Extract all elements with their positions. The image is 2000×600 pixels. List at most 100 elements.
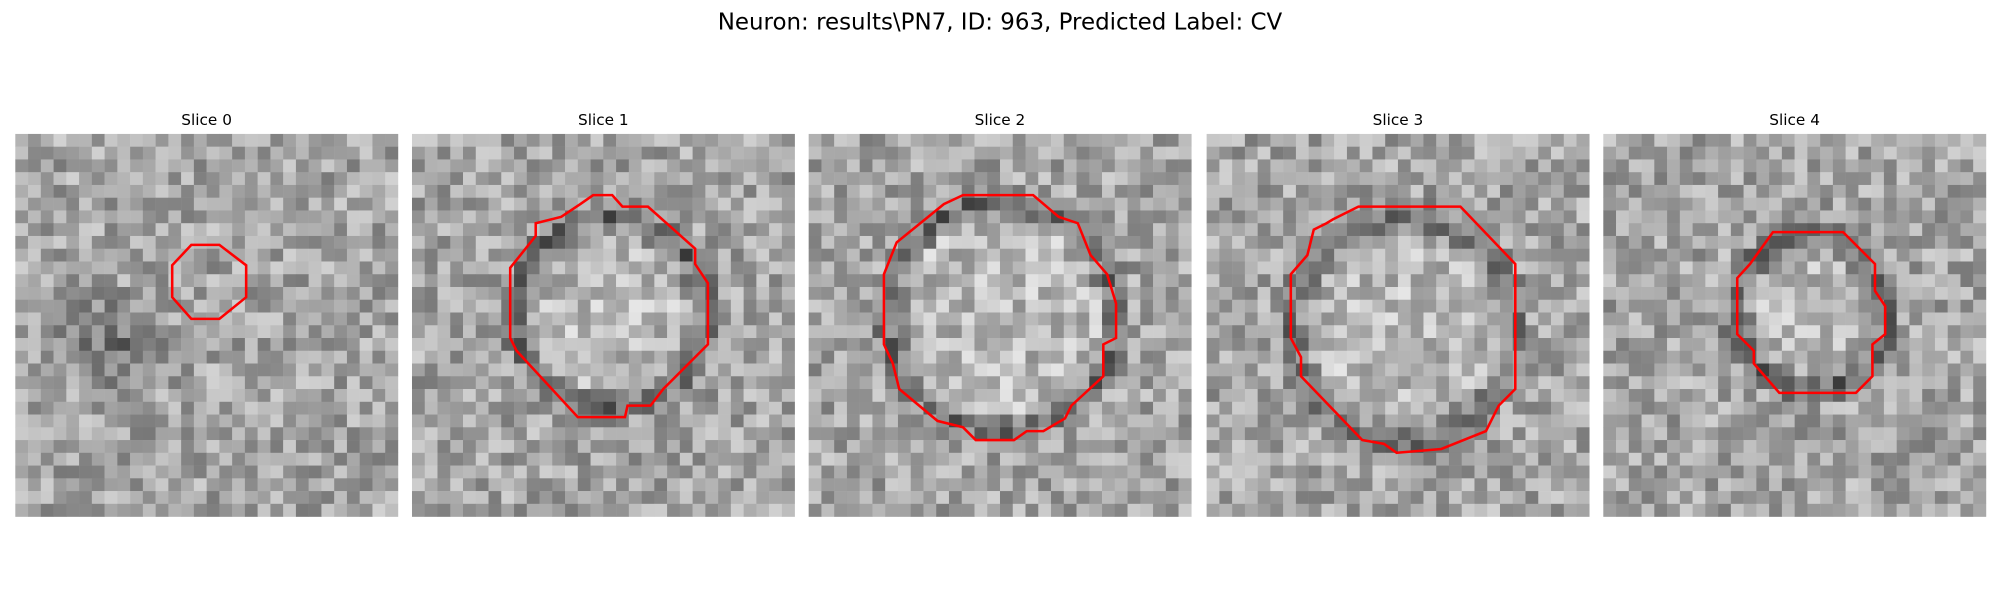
pixel [1206, 286, 1220, 300]
pixel [450, 338, 464, 352]
pixel [501, 350, 515, 364]
pixel [961, 210, 975, 224]
pixel [1076, 478, 1090, 492]
pixel [936, 376, 950, 390]
pixel [514, 159, 528, 173]
pixel [1359, 184, 1373, 198]
pixel [1883, 503, 1897, 517]
pixel [1127, 197, 1141, 211]
pixel [1512, 414, 1526, 428]
pixel [705, 491, 719, 505]
pixel [28, 401, 42, 415]
pixel [244, 299, 258, 313]
pixel [590, 491, 604, 505]
pixel [1038, 274, 1052, 288]
pixel [1654, 427, 1668, 441]
pixel [1295, 414, 1309, 428]
pixel [501, 389, 515, 403]
pixel [1461, 133, 1475, 147]
pixel [1692, 172, 1706, 186]
pixel [1538, 452, 1552, 466]
pixel [603, 274, 617, 288]
pixel [923, 159, 937, 173]
pixel [1397, 401, 1411, 415]
pixel [155, 286, 169, 300]
pixel [193, 414, 207, 428]
pixel [1832, 235, 1846, 249]
pixel [1845, 133, 1859, 147]
pixel [1973, 491, 1987, 505]
pixel [628, 503, 642, 517]
pixel [424, 338, 438, 352]
pixel [40, 452, 54, 466]
pixel [1743, 427, 1757, 441]
pixel [1679, 440, 1693, 454]
pixel [1334, 452, 1348, 466]
pixel [15, 440, 29, 454]
pixel [539, 312, 553, 326]
slice-title: Slice 3 [1373, 111, 1424, 129]
pixel [1525, 248, 1539, 262]
pixel [641, 440, 655, 454]
pixel [1718, 184, 1732, 198]
pixel [1743, 197, 1757, 211]
pixel [1346, 172, 1360, 186]
pixel [743, 159, 757, 173]
pixel [1270, 159, 1284, 173]
pixel [948, 146, 962, 160]
pixel [1922, 299, 1936, 313]
pixel [1334, 248, 1348, 262]
pixel [283, 338, 297, 352]
pixel [501, 465, 515, 479]
pixel [718, 350, 732, 364]
pixel [244, 159, 258, 173]
pixel [1487, 376, 1501, 390]
pixel [974, 261, 988, 275]
pixel [603, 159, 617, 173]
pixel [295, 503, 309, 517]
pixel [1820, 491, 1834, 505]
pixel [1603, 159, 1617, 173]
pixel [526, 184, 540, 198]
slice-title: Slice 0 [181, 111, 232, 129]
pixel [961, 440, 975, 454]
pixel [1616, 401, 1630, 415]
pixel [756, 248, 770, 262]
pixel [117, 159, 131, 173]
pixel [1076, 452, 1090, 466]
pixel [577, 146, 591, 160]
pixel [1730, 465, 1744, 479]
pixel [897, 338, 911, 352]
pixel [1423, 389, 1437, 403]
pixel [1794, 159, 1808, 173]
pixel [1769, 261, 1783, 275]
pixel [117, 248, 131, 262]
pixel [565, 363, 579, 377]
pixel [40, 133, 54, 147]
pixel [1038, 261, 1052, 275]
pixel [756, 503, 770, 517]
pixel [1372, 491, 1386, 505]
pixel [181, 286, 195, 300]
pixel [1667, 465, 1681, 479]
pixel [1012, 427, 1026, 441]
pixel [295, 146, 309, 160]
pixel [1410, 172, 1424, 186]
pixel [1140, 414, 1154, 428]
pixel [155, 376, 169, 390]
pixel [1334, 491, 1348, 505]
pixel [1178, 427, 1192, 441]
pixel [1012, 401, 1026, 415]
pixel [718, 146, 732, 160]
pixel [1641, 286, 1655, 300]
pixel [1858, 338, 1872, 352]
pixel [1807, 223, 1821, 237]
pixel [603, 197, 617, 211]
pixel [1089, 363, 1103, 377]
pixel [1718, 274, 1732, 288]
pixel [1270, 389, 1284, 403]
pixel [1102, 235, 1116, 249]
pixel [1448, 325, 1462, 339]
pixel [1178, 235, 1192, 249]
